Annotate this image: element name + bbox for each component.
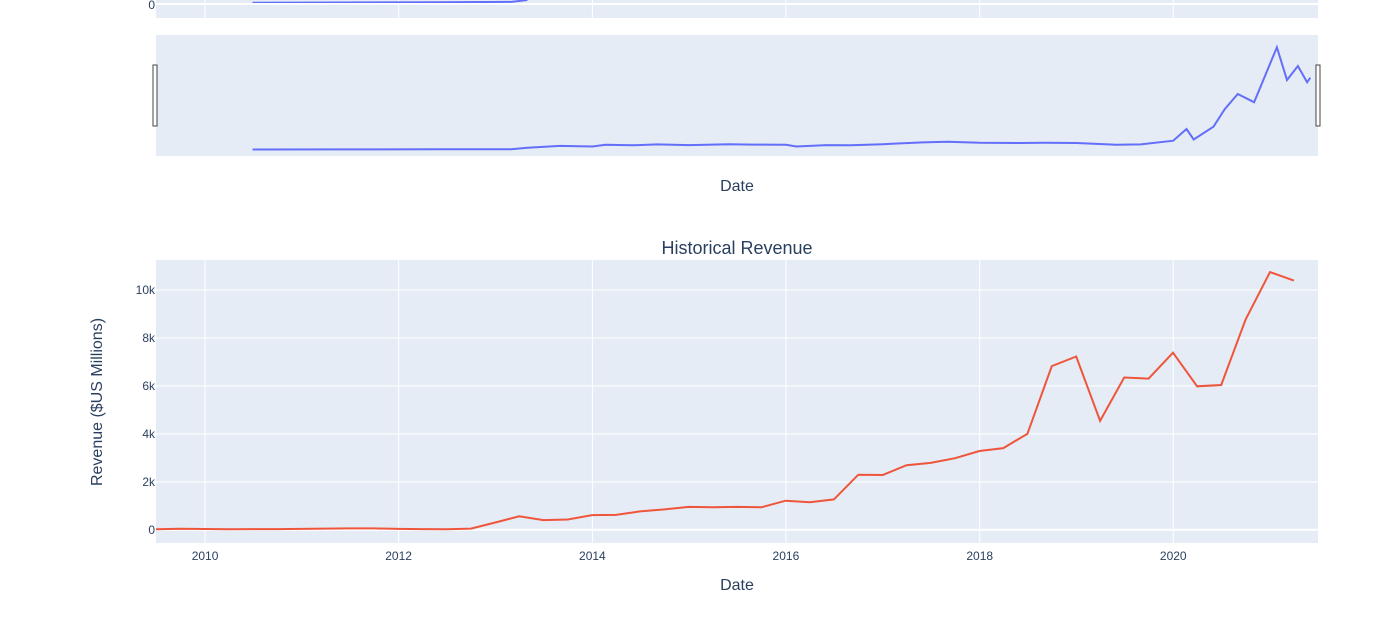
revenue-chart-title: Historical Revenue: [661, 238, 812, 258]
revenue-x-tick-label: 2012: [385, 549, 412, 563]
price-chart: 0: [148, 0, 1318, 18]
revenue-y-tick-label: 10k: [136, 283, 156, 297]
revenue-x-tick-label: 2016: [773, 549, 800, 563]
revenue-x-tick-label: 2010: [192, 549, 219, 563]
price-series-line: [252, 0, 528, 4]
revenue-y-tick-label: 8k: [142, 331, 156, 345]
range-slider-left-handle[interactable]: [152, 64, 158, 127]
revenue-y-axis-title: Revenue ($US Millions): [89, 318, 106, 486]
revenue-y-tick-label: 2k: [142, 475, 156, 489]
revenue-y-tick-label: 0: [148, 523, 155, 537]
revenue-series-line: [155, 270, 1295, 531]
revenue-x-tick-label: 2018: [966, 549, 993, 563]
revenue-x-tick-label: 2020: [1160, 549, 1187, 563]
revenue-plot-background: [156, 260, 1318, 543]
price-y-tick-0: 0: [148, 0, 155, 12]
price-gridlines: [204, 0, 1174, 18]
range-slider[interactable]: [152, 35, 1321, 156]
revenue-gridlines: [156, 260, 1318, 543]
range-slider-series-line: [252, 44, 1312, 151]
revenue-y-tick-label: 4k: [142, 427, 156, 441]
revenue-x-axis-title: Date: [720, 577, 754, 594]
range-slider-background[interactable]: [156, 35, 1318, 156]
revenue-y-tick-label: 6k: [142, 379, 156, 393]
revenue-x-tick-label: 2014: [579, 549, 606, 563]
range-slider-right-handle[interactable]: [1315, 64, 1321, 127]
revenue-y-tick-labels: 0 2k 4k 6k 8k 10k: [136, 283, 156, 537]
price-x-axis-title: Date: [720, 178, 754, 195]
revenue-chart: Historical Revenue 0 2k 4k 6k 8k 10k 2010 2012…: [89, 238, 1318, 594]
revenue-x-tick-labels: 2010 2012 2014 2016 2018 2020: [192, 549, 1187, 563]
